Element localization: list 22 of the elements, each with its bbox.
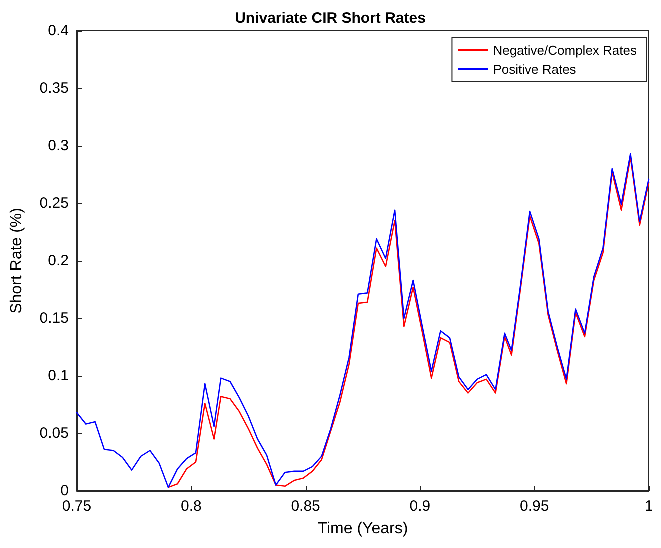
y-tick-label: 0.4 — [48, 22, 69, 40]
legend-label: Negative/Complex Rates — [493, 43, 638, 58]
y-tick-label: 0.25 — [40, 195, 69, 212]
y-tick-label: 0 — [60, 482, 69, 500]
y-tick-label: 0.35 — [40, 80, 69, 97]
y-axis-title: Short Rate (%) — [8, 208, 26, 314]
x-tick-label: 1 — [644, 498, 654, 515]
legend-label: Positive Rates — [493, 62, 577, 77]
x-tick-label: 0.95 — [520, 498, 550, 515]
x-tick-label: 0.75 — [62, 498, 92, 515]
y-tick-label: 0.2 — [48, 252, 69, 270]
line-series — [168, 156, 650, 488]
y-tick-label: 0.1 — [48, 368, 69, 384]
chart-title: Univariate CIR Short Rates — [235, 10, 426, 27]
y-tick-label: 0.3 — [48, 138, 69, 154]
x-tick-label: 0.9 — [410, 498, 431, 515]
line-series — [76, 153, 650, 488]
y-tick-label: 0.15 — [40, 310, 69, 327]
y-tick-label: 0.05 — [40, 425, 69, 442]
x-tick-label: 0.8 — [180, 498, 202, 515]
x-tick-label: 0.85 — [291, 498, 320, 515]
x-axis-title: Time (Years) — [318, 520, 408, 538]
